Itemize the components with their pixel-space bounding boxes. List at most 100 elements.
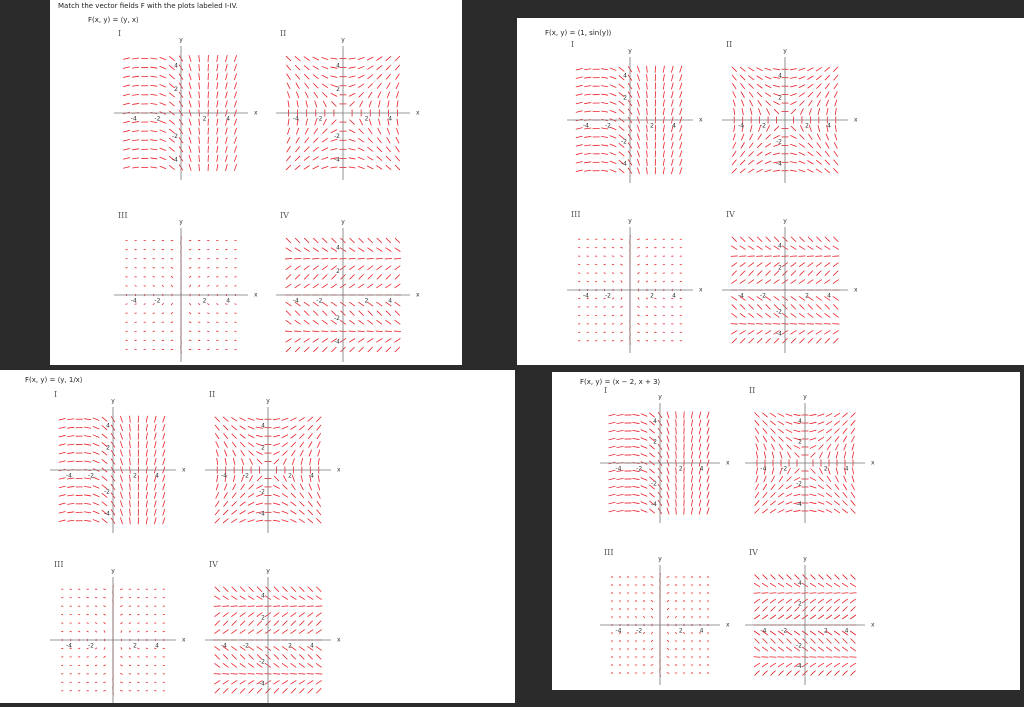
x-axis-label: x bbox=[182, 467, 186, 474]
y-axis-label: y bbox=[628, 48, 632, 55]
plot-label: I bbox=[604, 386, 607, 395]
y-tick-label: 2 bbox=[336, 86, 340, 93]
y-tick-label: -4 bbox=[796, 663, 802, 670]
field-arrow bbox=[163, 631, 165, 632]
field-arrow bbox=[611, 633, 613, 634]
y-tick-label: 2 bbox=[261, 615, 265, 622]
x-tick-label: 4 bbox=[310, 643, 314, 650]
x-tick-label: 2 bbox=[365, 116, 369, 123]
x-tick-label: 2 bbox=[288, 473, 292, 480]
x-tick-label: -4 bbox=[66, 473, 72, 480]
x-tick-label: 4 bbox=[700, 466, 704, 473]
x-tick-label: -4 bbox=[583, 123, 589, 130]
x-tick-label: 2 bbox=[365, 298, 369, 305]
y-tick-label: -2 bbox=[259, 489, 265, 496]
x-tick-label: -2 bbox=[316, 116, 322, 123]
y-tick-label: -4 bbox=[104, 511, 110, 518]
y-tick-label: -2 bbox=[651, 480, 657, 487]
y-tick-label: -2 bbox=[621, 139, 627, 146]
x-tick-label: 4 bbox=[226, 298, 230, 305]
y-tick-label: 4 bbox=[653, 418, 657, 425]
x-tick-label: -2 bbox=[154, 298, 160, 305]
x-tick-label: 2 bbox=[805, 293, 809, 300]
x-tick-label: 4 bbox=[672, 123, 676, 130]
plot-label: I bbox=[118, 29, 121, 38]
y-tick-label: -4 bbox=[334, 157, 340, 164]
x-axis-label: x bbox=[699, 117, 703, 124]
y-tick-label: -2 bbox=[259, 659, 265, 666]
field-arrow bbox=[153, 313, 155, 314]
field-arrow bbox=[635, 641, 637, 642]
field-arrow bbox=[137, 657, 139, 658]
y-tick-label: -4 bbox=[621, 161, 627, 168]
x-tick-label: -2 bbox=[88, 473, 94, 480]
x-tick-label: -4 bbox=[221, 643, 227, 650]
x-tick-label: 4 bbox=[388, 298, 392, 305]
y-tick-label: 2 bbox=[778, 95, 782, 102]
y-axis-label: y bbox=[658, 394, 662, 401]
x-tick-label: -2 bbox=[781, 466, 787, 473]
x-tick-label: 2 bbox=[650, 293, 654, 300]
y-tick-label: -4 bbox=[259, 511, 265, 518]
field-arrow bbox=[680, 298, 682, 299]
formula: F(x, y) = ⟨1, sin(y)⟩ bbox=[545, 29, 612, 37]
plot-label: I bbox=[54, 390, 57, 399]
plot-label: IV bbox=[726, 210, 735, 219]
x-tick-label: 4 bbox=[827, 293, 831, 300]
x-tick-label: 2 bbox=[133, 643, 137, 650]
y-axis-label: y bbox=[179, 37, 183, 44]
x-tick-label: 2 bbox=[679, 628, 683, 635]
plot-label: II bbox=[280, 29, 286, 38]
x-tick-label: -4 bbox=[131, 298, 137, 305]
x-tick-label: -4 bbox=[583, 293, 589, 300]
x-tick-label: 4 bbox=[226, 116, 230, 123]
field-arrow bbox=[61, 631, 63, 632]
plot-label: II bbox=[209, 390, 215, 399]
x-tick-label: -2 bbox=[154, 116, 160, 123]
y-tick-label: 4 bbox=[106, 423, 110, 430]
y-tick-label: -4 bbox=[172, 157, 178, 164]
y-tick-label: -4 bbox=[334, 339, 340, 346]
y-axis-label: y bbox=[783, 218, 787, 225]
field-arrow bbox=[87, 623, 89, 624]
y-tick-label: 4 bbox=[778, 243, 782, 250]
plot-label: II bbox=[749, 386, 755, 395]
plot-label: II bbox=[726, 40, 732, 49]
field-arrow bbox=[604, 307, 606, 308]
x-axis-label: x bbox=[254, 110, 258, 117]
x-axis-label: x bbox=[254, 292, 258, 299]
x-tick-label: -4 bbox=[131, 116, 137, 123]
x-axis-label: x bbox=[871, 622, 875, 629]
x-tick-label: -2 bbox=[636, 628, 642, 635]
y-axis-label: y bbox=[111, 398, 115, 405]
x-tick-label: -4 bbox=[760, 466, 766, 473]
field-arrow bbox=[707, 617, 709, 618]
plot-label: IV bbox=[209, 560, 218, 569]
field-arrow bbox=[126, 286, 128, 287]
x-tick-label: 4 bbox=[672, 293, 676, 300]
x-tick-label: 2 bbox=[203, 116, 207, 123]
y-tick-label: 4 bbox=[778, 73, 782, 80]
x-axis-label: x bbox=[337, 467, 341, 474]
x-tick-label: -4 bbox=[66, 643, 72, 650]
x-axis-label: x bbox=[337, 637, 341, 644]
field-arrow bbox=[87, 657, 89, 658]
y-tick-label: 4 bbox=[336, 62, 340, 69]
plot-label: IV bbox=[280, 211, 289, 220]
y-axis-label: y bbox=[803, 394, 807, 401]
x-tick-label: 4 bbox=[388, 116, 392, 123]
plot-label: III bbox=[118, 211, 127, 220]
x-tick-label: 2 bbox=[650, 123, 654, 130]
x-tick-label: 2 bbox=[288, 643, 292, 650]
x-axis-label: x bbox=[854, 117, 858, 124]
x-tick-label: 4 bbox=[155, 473, 159, 480]
panel-background bbox=[0, 370, 515, 703]
x-tick-label: 2 bbox=[805, 123, 809, 130]
y-tick-label: 2 bbox=[798, 601, 802, 608]
field-arrow bbox=[578, 281, 580, 282]
x-tick-label: 4 bbox=[700, 628, 704, 635]
field-arrow bbox=[654, 307, 656, 308]
x-tick-label: -4 bbox=[221, 473, 227, 480]
